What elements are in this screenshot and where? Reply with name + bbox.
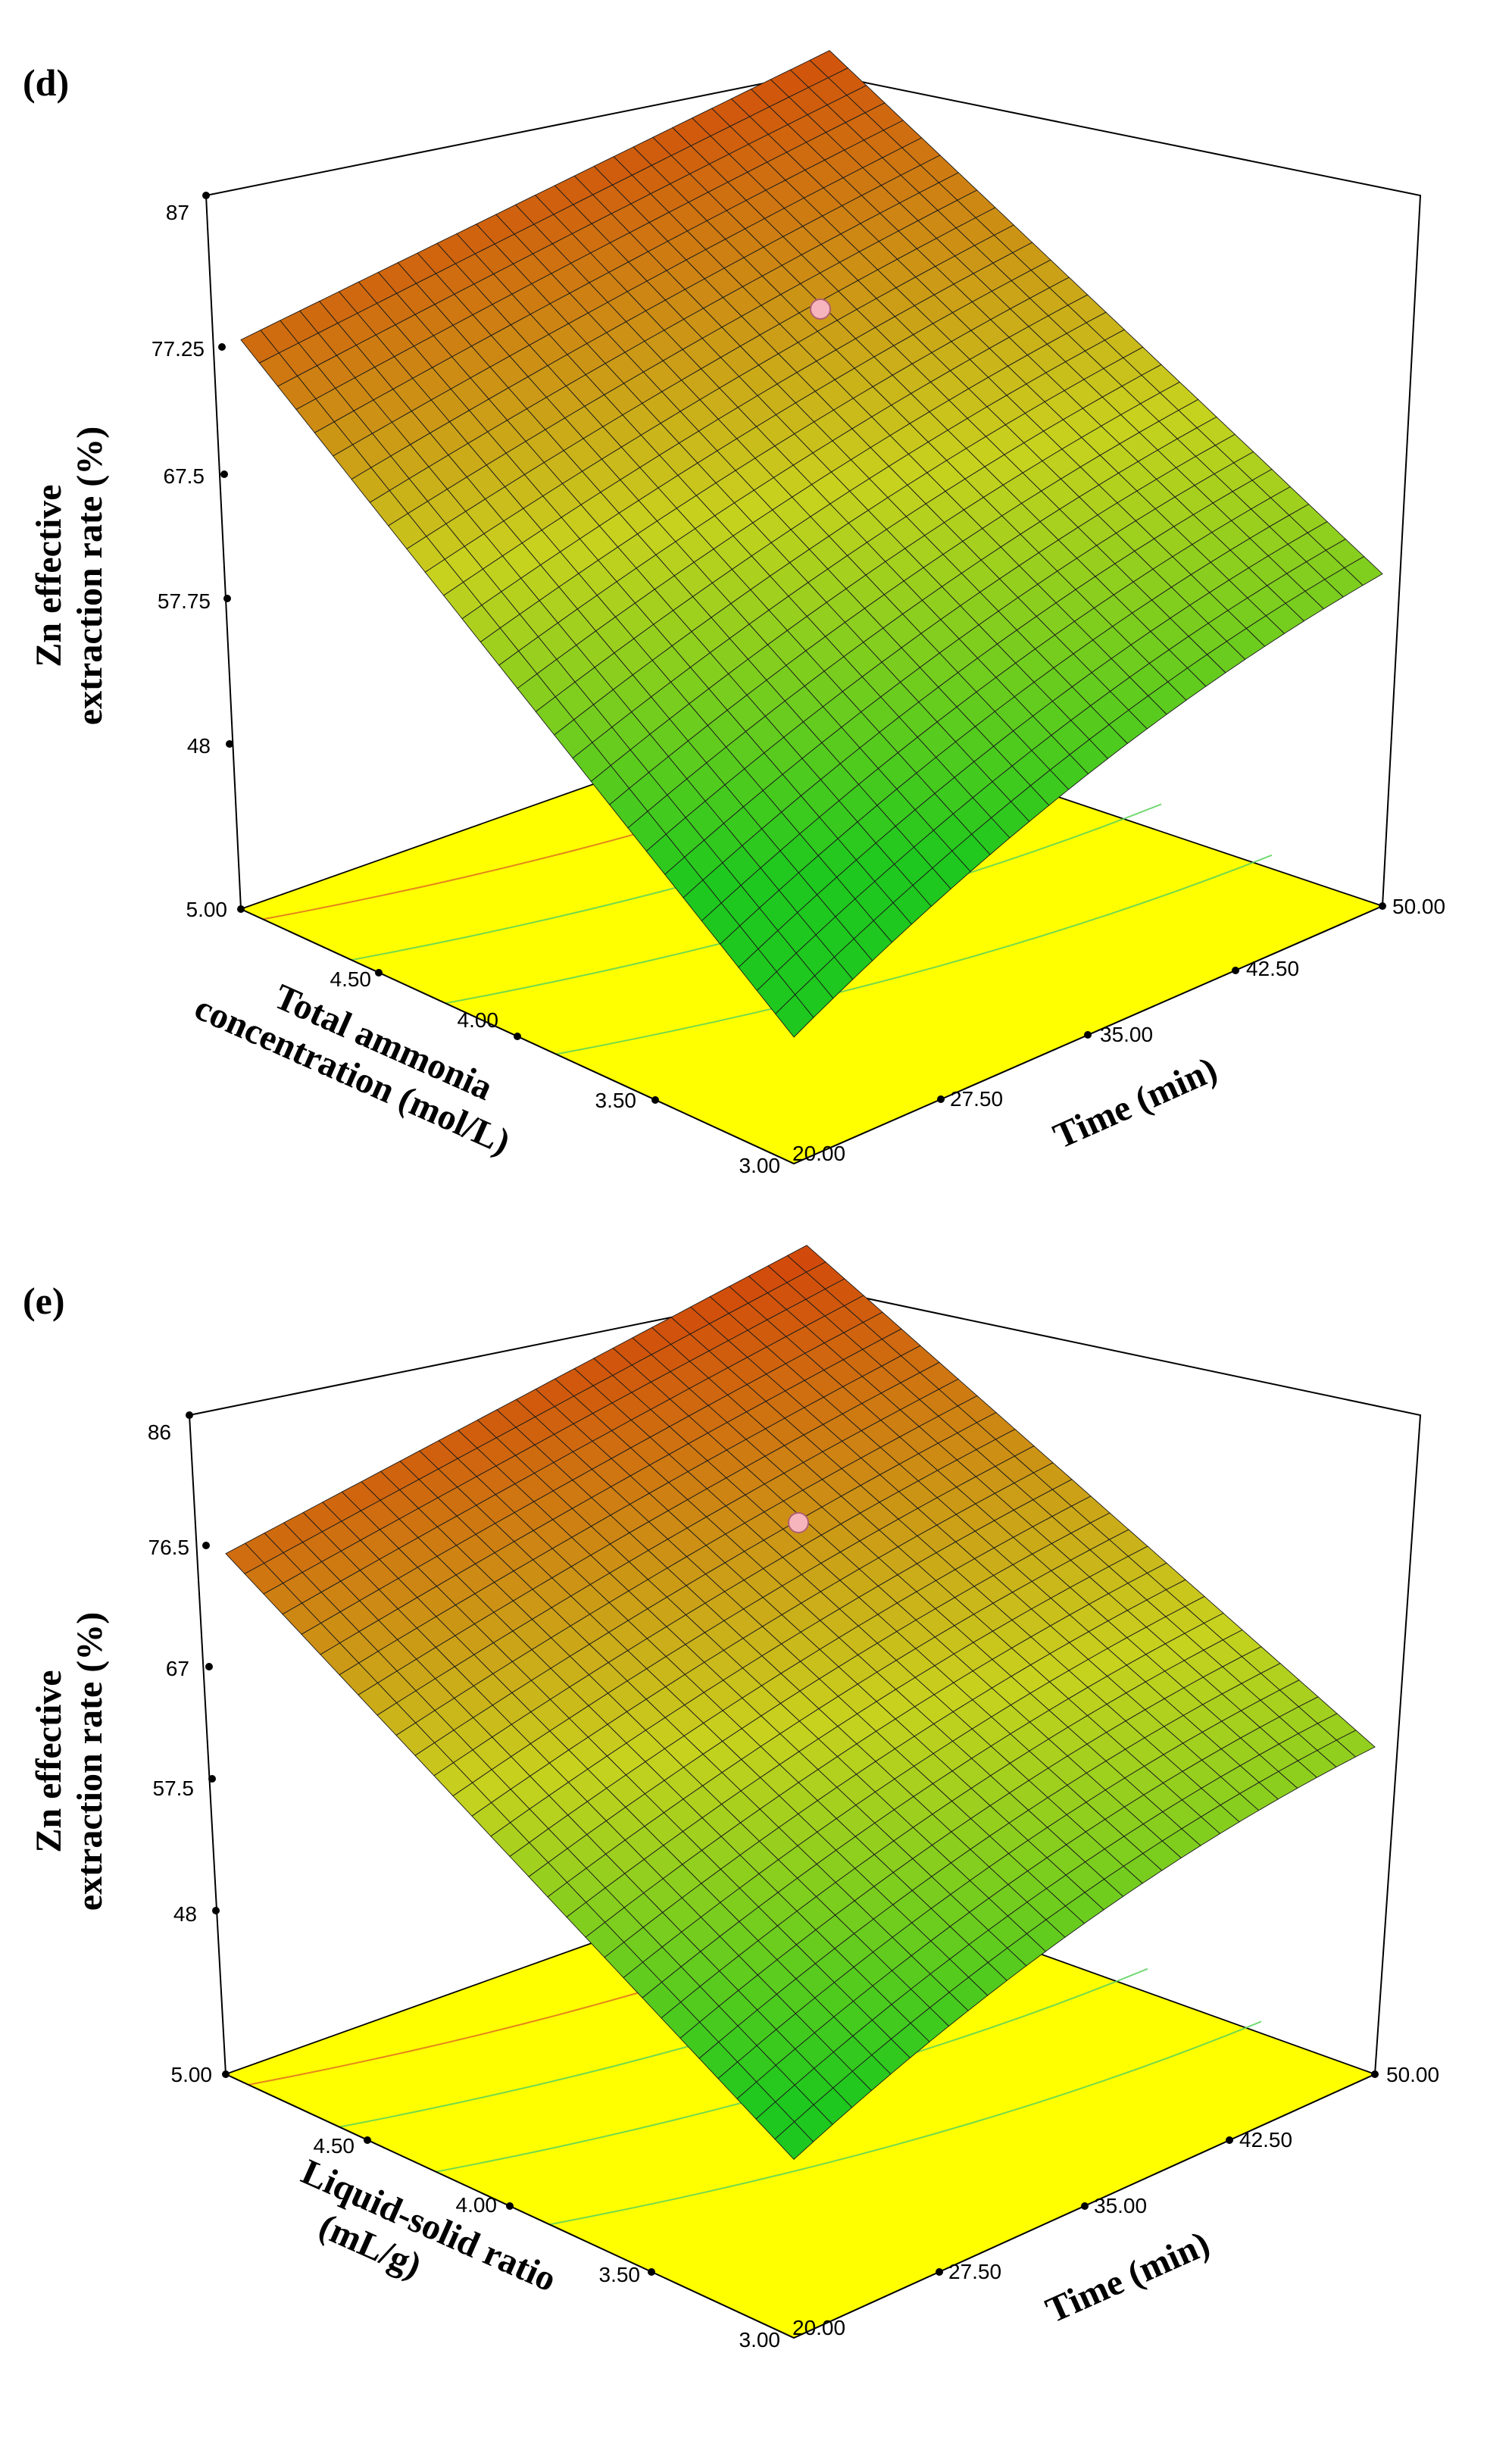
panel-d-z-tick-2 xyxy=(220,470,228,478)
panel-d-x-title: Time (min) xyxy=(1048,1049,1223,1157)
panel-e-y-tick-label-0: 3.00 xyxy=(739,2328,781,2352)
panel-d-design-point xyxy=(810,298,831,320)
panel-e-x-axis: 20.00 27.50 35.00 42.50 50.00 xyxy=(792,2063,1439,2339)
panel-e-y-axis: 5.00 4.50 4.00 3.50 3.00 xyxy=(171,2063,781,2352)
panel-d-x-tick-label-3: 42.50 xyxy=(1246,957,1299,980)
panel-e-y-tick-label-4: 5.00 xyxy=(171,2063,213,2086)
panel-e-label: (e) xyxy=(23,1280,65,1322)
panel-e-z-tick-label-3: 76.5 xyxy=(148,1536,190,1559)
panel-d-z-tick-label-3: 77.25 xyxy=(152,337,205,361)
panel-d-y-tick-label-2: 4.00 xyxy=(458,1008,499,1032)
panel-e-z-tick-0 xyxy=(212,1907,220,1914)
contour-line xyxy=(555,854,1273,1055)
panel-e-x-tick-label-4: 50.00 xyxy=(1386,2063,1439,2086)
panel-d-z-tick-label-2: 67.5 xyxy=(164,464,205,488)
panel-e-z-tick-4 xyxy=(186,1411,193,1419)
panel-e-y-tick-1 xyxy=(648,2268,655,2276)
panel-e-z-axis: 48 57.5 67 76.5 86 xyxy=(148,1411,220,1926)
panel-d-x-axis: 20.00 27.50 35.00 42.50 50.00 xyxy=(792,895,1445,1165)
panel-e-y-tick-label-1: 3.50 xyxy=(599,2263,641,2286)
panel-e-surface xyxy=(224,1245,1376,2339)
panel-d-y-tick-3 xyxy=(375,969,383,977)
panel-d-x-tick-label-2: 35.00 xyxy=(1100,1023,1153,1046)
panel-d-x-tick-label-4: 50.00 xyxy=(1392,895,1445,918)
panel-e-y-tick-2 xyxy=(506,2202,514,2210)
panel-e-z-tick-1 xyxy=(208,1775,216,1783)
panel-d-frame-front xyxy=(240,905,1383,1165)
panel-d-x-tick-3 xyxy=(1232,967,1239,974)
panel-d-z-tick-0 xyxy=(226,740,233,748)
panel-d-z-tick-label-4: 87 xyxy=(166,201,189,224)
panel-d-z-tick-label-0: 48 xyxy=(187,734,211,758)
panel-d-y-tick-4 xyxy=(237,905,245,913)
panel-d-z-title-line-2: extraction rate (%) xyxy=(70,427,110,725)
panel-e-z-title: Zn effective extraction rate (%) xyxy=(29,1612,110,1911)
panel-e-y-tick-label-3: 4.50 xyxy=(314,2134,355,2158)
panel-e-z-tick-label-1: 57.5 xyxy=(153,1777,195,1800)
panel-d-z-tick-3 xyxy=(218,343,226,351)
panel-d-surface xyxy=(239,50,1385,1164)
panel-e-y-tick-4 xyxy=(222,2070,230,2078)
panel-e-x-title: Time (min) xyxy=(1040,2223,1215,2331)
panel-d-y-tick-label-4: 5.00 xyxy=(186,898,228,921)
panel-d-z-title-line-1: Zn effective xyxy=(29,484,69,667)
panel-e-z-tick-3 xyxy=(202,1542,210,1549)
panel-d-z-tick-4 xyxy=(202,192,210,199)
contour-line xyxy=(549,2020,1262,2226)
panel-d-y-tick-1 xyxy=(651,1096,659,1104)
panel-e-z-tick-label-4: 86 xyxy=(148,1420,171,1444)
panel-e-z-tick-2 xyxy=(205,1663,213,1670)
panel-d-x-tick-1 xyxy=(937,1095,945,1103)
panel-e-z-title-line-1: Zn effective xyxy=(29,1670,69,1852)
panel-e-z-tick-label-0: 48 xyxy=(173,1902,197,1926)
panel-d-z-title: Zn effective extraction rate (%) xyxy=(29,427,110,725)
panel-e-x-tick-label-1: 27.50 xyxy=(948,2260,1001,2283)
panel-e-x-tick-2 xyxy=(1081,2202,1089,2210)
panel-d-x-tick-label-0: 20.00 xyxy=(792,1142,845,1165)
panel-e-design-point xyxy=(788,1512,809,1533)
panel-d-z-axis: 48 57.75 67.5 77.25 87 xyxy=(152,192,233,758)
panel-d-x-tick-2 xyxy=(1084,1031,1092,1039)
panel-e-z-title-line-2: extraction rate (%) xyxy=(70,1612,110,1911)
panel-d-y-tick-label-3: 4.50 xyxy=(330,967,372,991)
surface-cell xyxy=(775,994,814,1038)
panel-e-y-tick-label-2: 4.00 xyxy=(456,2193,498,2217)
panel-e-x-tick-label-3: 42.50 xyxy=(1239,2128,1292,2152)
panel-e-y-tick-3 xyxy=(364,2136,371,2144)
panel-d-y-tick-2 xyxy=(514,1033,521,1040)
panel-d: (d) 48 57.75 67.5 77.25 87 xyxy=(23,50,1445,1177)
panel-e: (e) 48 57.5 67 76.5 86 Zn effective xyxy=(23,1245,1439,2352)
panel-e-x-tick-1 xyxy=(936,2268,943,2276)
panel-d-y-tick-label-1: 3.50 xyxy=(595,1089,637,1112)
panel-d-label: (d) xyxy=(23,61,69,104)
surface-cell xyxy=(774,2121,814,2161)
panel-e-frame-front xyxy=(225,2073,1376,2339)
panel-e-x-tick-3 xyxy=(1226,2136,1233,2144)
panel-d-z-tick-label-1: 57.75 xyxy=(158,589,211,613)
panel-e-z-tick-label-2: 67 xyxy=(166,1657,189,1680)
panel-d-x-tick-4 xyxy=(1379,902,1386,910)
panel-d-z-tick-1 xyxy=(223,595,231,602)
panel-d-y-tick-label-0: 3.00 xyxy=(739,1154,781,1177)
panel-d-y-axis: 5.00 4.50 4.00 3.50 3.00 xyxy=(186,898,781,1177)
panel-e-x-tick-label-0: 20.00 xyxy=(792,2316,845,2339)
panel-e-x-tick-label-2: 35.00 xyxy=(1094,2194,1147,2217)
panel-e-x-tick-4 xyxy=(1371,2070,1379,2078)
panel-d-x-tick-label-1: 27.50 xyxy=(950,1087,1003,1111)
